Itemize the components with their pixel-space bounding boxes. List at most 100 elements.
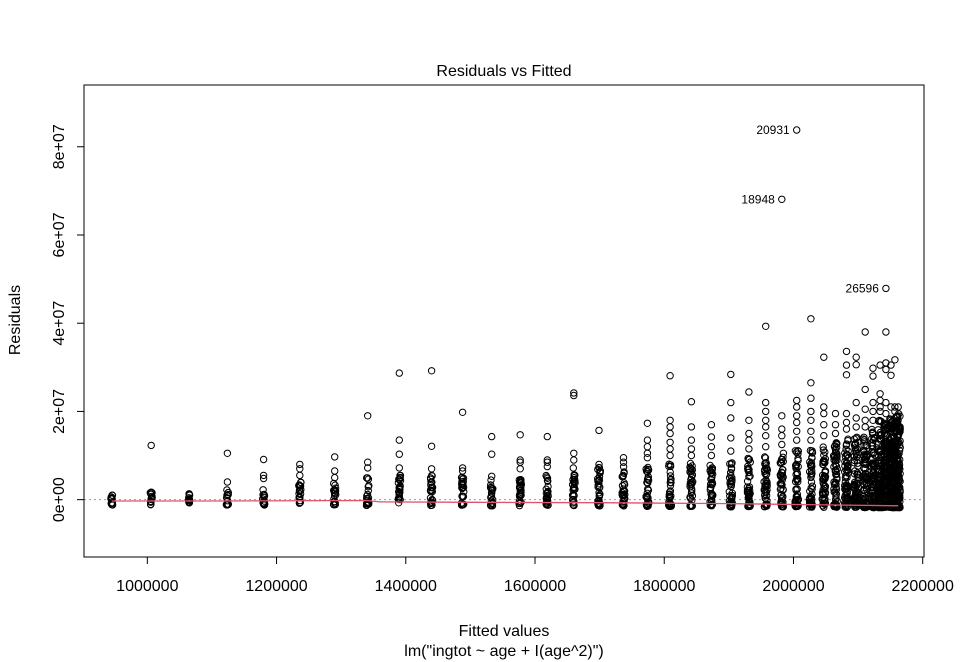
data-point	[850, 485, 859, 493]
data-point	[887, 403, 895, 411]
data-point	[842, 409, 851, 418]
data-point	[708, 490, 716, 498]
data-point	[516, 456, 524, 464]
data-point	[666, 461, 675, 469]
data-point	[644, 473, 652, 481]
data-point	[619, 471, 627, 480]
data-point	[850, 456, 859, 465]
data-point	[843, 485, 851, 493]
data-point	[364, 458, 372, 466]
data-point	[808, 469, 816, 478]
data-point	[707, 476, 716, 484]
data-point	[595, 492, 603, 501]
data-point	[869, 364, 877, 372]
data-point	[619, 458, 628, 466]
data-point	[543, 432, 551, 441]
data-point	[329, 500, 338, 509]
data-point	[868, 474, 876, 482]
data-point	[832, 480, 840, 488]
data-point	[807, 394, 815, 402]
data-point	[820, 353, 828, 361]
data-point	[851, 467, 859, 475]
data-point	[687, 464, 695, 473]
data-point	[745, 388, 753, 396]
data-point	[793, 496, 801, 505]
data-point	[882, 409, 890, 418]
data-point	[706, 501, 714, 510]
data-point	[820, 403, 828, 411]
data-point	[894, 463, 902, 472]
data-point	[594, 475, 602, 483]
x-tick-label: 1400000	[375, 578, 437, 595]
data-point	[819, 479, 827, 487]
data-point	[842, 347, 851, 356]
data-point	[620, 487, 629, 495]
data-point	[869, 398, 877, 407]
data-point	[852, 414, 860, 422]
data-point	[666, 438, 674, 446]
data-point	[762, 416, 770, 424]
data-point	[427, 487, 435, 495]
data-point	[396, 474, 404, 482]
data-point	[688, 479, 696, 487]
data-point	[395, 369, 403, 377]
data-point	[460, 488, 468, 496]
data-point	[833, 456, 841, 464]
data-point	[893, 420, 901, 428]
data-point	[570, 475, 579, 484]
data-point	[543, 458, 551, 466]
data-point	[745, 485, 753, 493]
data-point	[778, 469, 787, 477]
data-point	[544, 487, 552, 496]
data-point	[595, 460, 603, 469]
data-point	[666, 372, 674, 380]
data-point	[458, 467, 467, 475]
data-point	[745, 445, 753, 453]
data-point	[779, 486, 787, 494]
data-point	[850, 459, 858, 467]
data-point	[893, 479, 901, 487]
data-point	[819, 486, 827, 494]
data-point	[779, 498, 787, 507]
data-point	[861, 385, 869, 394]
data-point	[867, 467, 875, 475]
data-point	[296, 465, 304, 473]
data-point	[428, 486, 436, 495]
data-point	[861, 450, 869, 458]
data-point	[516, 487, 524, 495]
data-point	[793, 427, 801, 435]
data-point	[570, 391, 578, 400]
data-point	[621, 494, 629, 503]
data-point	[891, 403, 899, 411]
data-point	[852, 423, 860, 431]
data-point	[619, 500, 627, 508]
data-point	[427, 367, 436, 375]
data-point	[778, 440, 786, 449]
data-point	[831, 409, 840, 418]
data-point	[223, 492, 232, 500]
smooth-line-layer	[111, 499, 899, 507]
data-point	[819, 474, 827, 483]
data-point	[850, 470, 859, 478]
data-point	[687, 445, 696, 453]
data-point	[894, 403, 902, 411]
data-point	[595, 483, 604, 492]
data-point	[807, 407, 815, 416]
data-point	[832, 492, 840, 500]
data-point	[185, 499, 193, 507]
data-point	[896, 441, 904, 449]
data-point	[488, 472, 496, 480]
data-point	[762, 501, 771, 510]
data-point	[778, 495, 786, 503]
data-point	[727, 414, 735, 422]
data-point	[842, 440, 851, 448]
data-point	[516, 458, 524, 466]
data-point	[395, 475, 403, 484]
data-point	[595, 476, 604, 484]
data-point	[332, 491, 340, 499]
data-point	[488, 485, 496, 493]
data-point	[841, 474, 850, 482]
data-point	[776, 485, 785, 494]
data-point	[459, 501, 467, 509]
data-point	[762, 462, 770, 470]
